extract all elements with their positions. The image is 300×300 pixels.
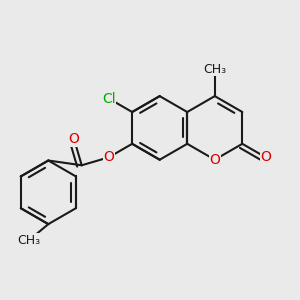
Text: O: O <box>260 150 271 164</box>
Text: O: O <box>69 132 80 146</box>
Text: CH₃: CH₃ <box>18 233 41 247</box>
Text: CH₃: CH₃ <box>203 63 226 76</box>
Text: O: O <box>103 150 114 164</box>
Text: O: O <box>209 153 220 167</box>
Text: Cl: Cl <box>102 92 116 106</box>
